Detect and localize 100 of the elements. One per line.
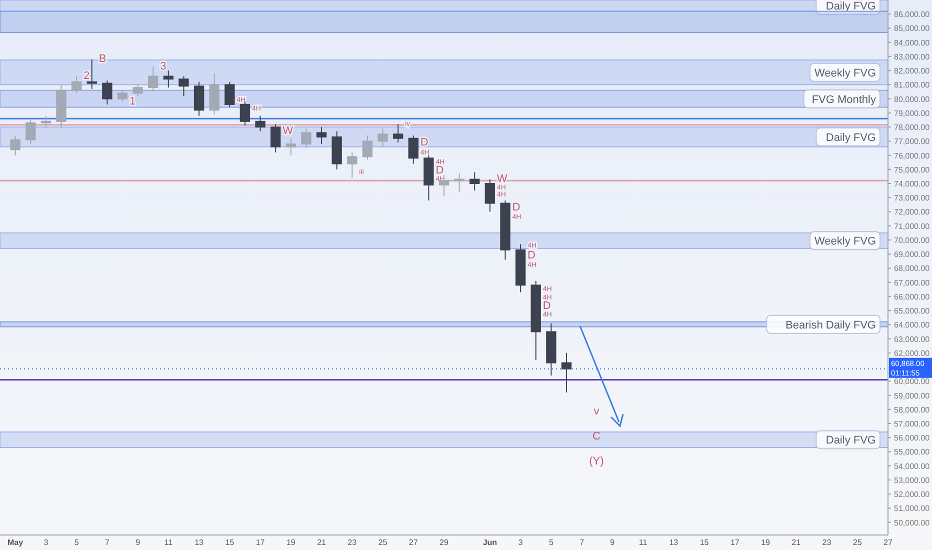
y-tick-label: 65,000.00 <box>894 306 930 316</box>
y-tick-label: 75,000.00 <box>894 165 930 174</box>
candlestick <box>26 119 36 144</box>
x-tick-label: 15 <box>700 538 710 547</box>
y-tick-label: 64,000.00 <box>894 320 930 330</box>
x-tick-label: 27 <box>884 538 893 547</box>
y-tick-label: 83,000.00 <box>894 52 930 62</box>
candlestick <box>316 126 327 144</box>
y-tick-label: 76,000.00 <box>894 151 930 160</box>
y-tick-label: 67,000.00 <box>894 278 930 288</box>
x-tick-label: May <box>8 538 24 547</box>
x-tick-label: 21 <box>792 538 802 547</box>
x-tick-label: 23 <box>348 538 358 547</box>
y-tick-label: 81,000.00 <box>894 80 930 90</box>
x-tick-label: 5 <box>74 538 80 547</box>
x-tick-label: 19 <box>761 538 771 547</box>
y-tick-label: 55,000.00 <box>894 448 930 457</box>
candlestick <box>194 81 204 116</box>
candlestick <box>561 352 572 393</box>
annotation: D <box>512 201 520 214</box>
band-label: Daily FVG <box>826 132 876 144</box>
x-tick-label: 25 <box>852 538 862 547</box>
y-tick-label: 80,000.00 <box>894 94 930 104</box>
annotation: D <box>528 249 536 262</box>
candlestick <box>240 101 250 126</box>
y-tick-label: 58,000.00 <box>894 405 930 414</box>
band-label: FVG Monthly <box>812 94 876 106</box>
candlestick <box>286 138 296 156</box>
candlestick <box>132 84 143 96</box>
y-tick-label: 70,000.00 <box>894 236 930 245</box>
y-tick-label: 82,000.00 <box>894 66 930 76</box>
y-tick-label: 53,000.00 <box>894 476 930 485</box>
y-tick-label: 85,000.00 <box>894 24 930 34</box>
candlestick <box>255 115 266 132</box>
annotation: D <box>420 136 428 148</box>
x-tick-label: 13 <box>194 538 204 547</box>
y-tick-label: 62,000.00 <box>894 348 930 358</box>
band-label: Weekly FVG <box>814 67 876 80</box>
y-tick-label: 78,000.00 <box>894 123 930 132</box>
annotation: W <box>496 173 508 186</box>
y-tick-label: 86,000.00 <box>894 10 930 20</box>
annotation: (Y) <box>589 455 604 468</box>
candlestick <box>484 178 496 212</box>
candlestick <box>102 80 112 105</box>
x-tick-label: 21 <box>317 538 327 547</box>
y-tick-label: 74,000.00 <box>894 180 930 189</box>
x-tick-label: 7 <box>580 538 585 547</box>
annotation: D <box>436 164 444 177</box>
candlestick <box>148 66 158 92</box>
candlestick <box>117 90 128 102</box>
y-tick-label: 51,000.00 <box>894 504 930 514</box>
y-tick-label: 77,000.00 <box>894 137 930 146</box>
candlestick <box>10 135 20 156</box>
y-tick-label: 69,000.00 <box>894 250 930 260</box>
y-tick-label: 57,000.00 <box>894 419 930 428</box>
x-tick-label: 15 <box>225 538 235 547</box>
y-tick-label: 79,000.00 <box>894 108 930 118</box>
y-tick-label: 73,000.00 <box>894 194 930 203</box>
band-label: Daily FVG <box>826 434 876 447</box>
candlestick <box>408 135 418 164</box>
x-tick-label: Jun <box>482 538 498 547</box>
x-tick-label: 17 <box>730 538 740 547</box>
y-tick-label: 59,000.00 <box>894 391 930 400</box>
candlestick <box>178 76 189 96</box>
x-tick-label: 11 <box>638 538 648 547</box>
y-tick-label: 56,000.00 <box>894 434 930 443</box>
band-label: Bearish Daily FVG <box>786 319 876 332</box>
x-tick-label: 5 <box>548 538 554 547</box>
annotation: 2 <box>84 70 90 82</box>
band-label: Daily FVG <box>826 0 876 13</box>
candlestick <box>378 128 388 148</box>
x-tick-label: 25 <box>378 538 388 547</box>
y-tick-label: 52,000.00 <box>894 490 930 500</box>
y-tick-label: 63,000.00 <box>894 334 930 344</box>
y-tick-label: 60,000.00 <box>894 377 930 386</box>
y-tick-label: 68,000.00 <box>894 264 930 274</box>
y-tick-label: 54,000.00 <box>894 462 930 471</box>
candlestick <box>347 152 358 178</box>
y-tick-label: 72,000.00 <box>894 208 930 217</box>
candlestick <box>301 128 312 149</box>
annotation: C <box>592 430 601 442</box>
x-tick-label: 7 <box>104 538 110 547</box>
annotation: v <box>594 405 600 418</box>
x-tick-label: 13 <box>669 538 679 547</box>
x-tick-label: 19 <box>286 538 296 547</box>
x-tick-label: 3 <box>518 538 524 547</box>
x-tick-label: 29 <box>440 538 449 547</box>
candlestick <box>362 135 373 160</box>
candlestick <box>163 70 174 88</box>
x-tick-label: 3 <box>44 538 49 547</box>
annotation: B <box>98 53 106 66</box>
annotation: 1 <box>129 96 136 108</box>
annotation: 3 <box>160 60 166 72</box>
annotation: D <box>542 300 551 312</box>
x-tick-label: 9 <box>136 538 141 547</box>
y-tick-label: 66,000.00 <box>894 292 930 302</box>
candlestick <box>71 76 82 94</box>
candlestick <box>224 81 235 108</box>
candlestick <box>470 172 480 192</box>
x-tick-label: 23 <box>822 538 832 547</box>
